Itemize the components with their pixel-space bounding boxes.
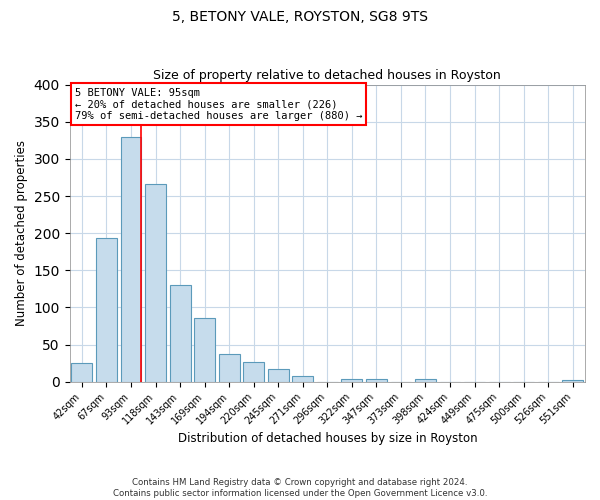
Bar bbox=[415, 379, 436, 382]
Title: Size of property relative to detached houses in Royston: Size of property relative to detached ho… bbox=[154, 69, 501, 82]
Bar bbox=[562, 380, 583, 382]
Bar bbox=[292, 376, 313, 382]
Text: 5, BETONY VALE, ROYSTON, SG8 9TS: 5, BETONY VALE, ROYSTON, SG8 9TS bbox=[172, 10, 428, 24]
Bar bbox=[96, 238, 117, 382]
Bar bbox=[219, 354, 239, 382]
Bar bbox=[145, 184, 166, 382]
Bar bbox=[194, 318, 215, 382]
Text: Contains HM Land Registry data © Crown copyright and database right 2024.
Contai: Contains HM Land Registry data © Crown c… bbox=[113, 478, 487, 498]
Bar bbox=[121, 136, 142, 382]
Bar bbox=[366, 379, 387, 382]
Bar bbox=[243, 362, 264, 382]
X-axis label: Distribution of detached houses by size in Royston: Distribution of detached houses by size … bbox=[178, 432, 477, 445]
Text: 5 BETONY VALE: 95sqm
← 20% of detached houses are smaller (226)
79% of semi-deta: 5 BETONY VALE: 95sqm ← 20% of detached h… bbox=[75, 88, 362, 120]
Y-axis label: Number of detached properties: Number of detached properties bbox=[15, 140, 28, 326]
Bar bbox=[268, 369, 289, 382]
Bar bbox=[341, 379, 362, 382]
Bar bbox=[71, 363, 92, 382]
Bar bbox=[170, 285, 191, 382]
